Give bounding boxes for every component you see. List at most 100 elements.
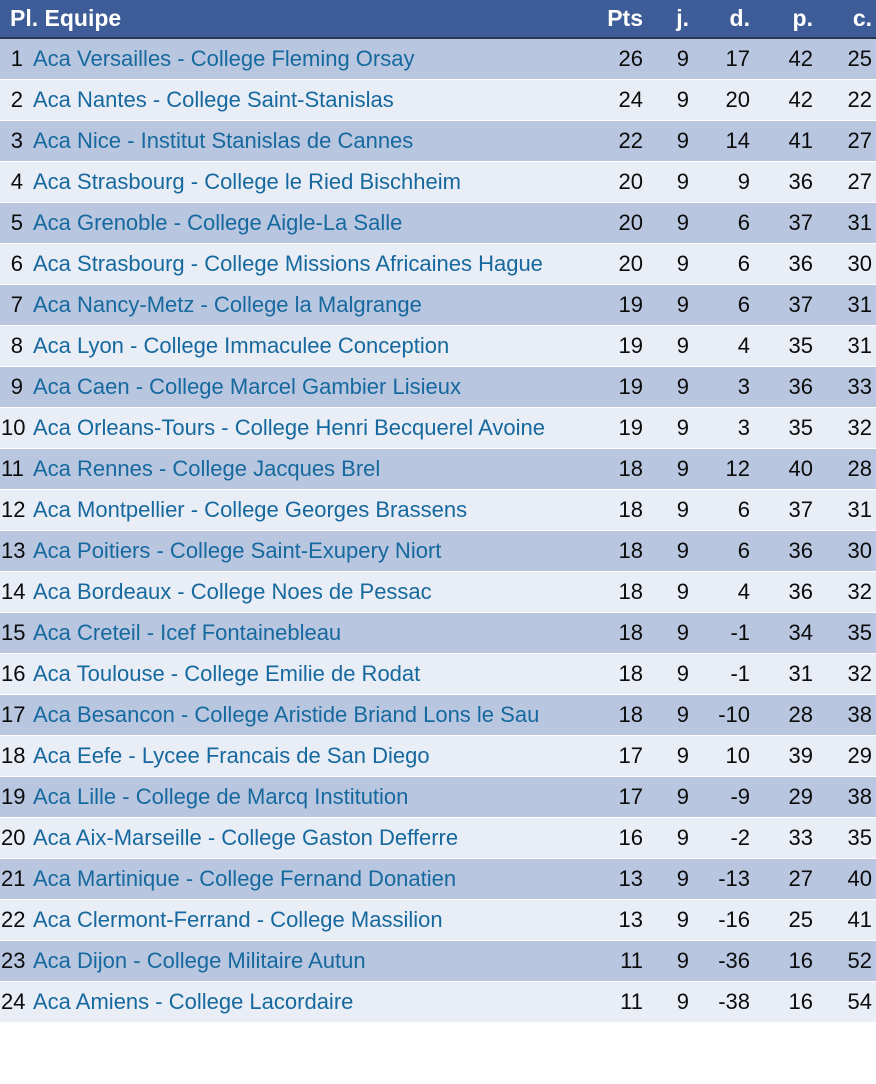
table-row: 9 Aca Caen - College Marcel Gambier Lisi… [0,366,876,408]
position: 22 [0,899,28,941]
team-link[interactable]: Aca Creteil - Icef Fontainebleau [33,620,342,645]
team-cell: Aca Rennes - College Jacques Brel [28,448,585,490]
goals-for-cell: 36 [750,366,813,408]
points-cell: 19 [585,325,643,367]
team-link[interactable]: Aca Caen - College Marcel Gambier Lisieu… [33,374,461,399]
team-link[interactable]: Aca Clermont-Ferrand - College Massilion [33,907,443,932]
header-points: Pts [585,0,643,39]
points-cell: 18 [585,448,643,490]
table-row: 19 Aca Lille - College de Marcq Institut… [0,776,876,818]
table-row: 10 Aca Orleans-Tours - College Henri Bec… [0,407,876,449]
goal-diff-cell: 9 [689,161,750,203]
table-row: 5 Aca Grenoble - College Aigle-La Salle … [0,202,876,244]
goals-against-cell: 22 [813,79,876,121]
position: 24 [0,981,28,1022]
team-link[interactable]: Aca Nantes - College Saint-Stanislas [33,87,394,112]
played-cell: 9 [643,571,689,613]
points-cell: 19 [585,407,643,449]
team-cell: Aca Creteil - Icef Fontainebleau [28,612,585,654]
team-link[interactable]: Aca Strasbourg - College le Ried Bischhe… [33,169,461,194]
team-link[interactable]: Aca Lyon - College Immaculee Conception [33,333,450,358]
position: 18 [0,735,28,777]
table-row: 4 Aca Strasbourg - College le Ried Bisch… [0,161,876,203]
goals-for-cell: 36 [750,571,813,613]
team-link[interactable]: Aca Poitiers - College Saint-Exupery Nio… [33,538,442,563]
position: 16 [0,653,28,695]
points-cell: 17 [585,776,643,818]
points-cell: 18 [585,489,643,531]
team-cell: Aca Eefe - Lycee Francais de San Diego [28,735,585,777]
goals-for-cell: 36 [750,161,813,203]
team-link[interactable]: Aca Bordeaux - College Noes de Pessac [33,579,432,604]
goals-against-cell: 31 [813,325,876,367]
team-cell: Aca Strasbourg - College Missions Africa… [28,243,585,285]
team-link[interactable]: Aca Aix-Marseille - College Gaston Deffe… [33,825,459,850]
points-cell: 18 [585,571,643,613]
table-row: 8 Aca Lyon - College Immaculee Conceptio… [0,325,876,367]
team-link[interactable]: Aca Amiens - College Lacordaire [33,989,354,1014]
team-link[interactable]: Aca Versailles - College Fleming Orsay [33,46,415,71]
team-link[interactable]: Aca Lille - College de Marcq Institution [33,784,409,809]
team-cell: Aca Martinique - College Fernand Donatie… [28,858,585,900]
goals-for-cell: 42 [750,38,813,80]
goals-against-cell: 25 [813,38,876,80]
team-cell: Aca Clermont-Ferrand - College Massilion [28,899,585,941]
played-cell: 9 [643,448,689,490]
points-cell: 18 [585,612,643,654]
played-cell: 9 [643,817,689,859]
points-cell: 20 [585,202,643,244]
points-cell: 17 [585,735,643,777]
goals-for-cell: 37 [750,489,813,531]
team-cell: Aca Grenoble - College Aigle-La Salle [28,202,585,244]
team-cell: Aca Besancon - College Aristide Briand L… [28,694,585,736]
points-cell: 19 [585,284,643,326]
team-cell: Aca Poitiers - College Saint-Exupery Nio… [28,530,585,572]
goal-diff-cell: -36 [689,940,750,982]
points-cell: 13 [585,899,643,941]
team-link[interactable]: Aca Montpellier - College Georges Brasse… [33,497,468,522]
points-cell: 18 [585,530,643,572]
position: 9 [0,366,28,408]
team-link[interactable]: Aca Toulouse - College Emilie de Rodat [33,661,421,686]
team-link[interactable]: Aca Nice - Institut Stanislas de Cannes [33,128,414,153]
points-cell: 24 [585,79,643,121]
team-link[interactable]: Aca Grenoble - College Aigle-La Salle [33,210,403,235]
team-link[interactable]: Aca Besancon - College Aristide Briand L… [33,702,540,727]
goals-against-cell: 31 [813,489,876,531]
goal-diff-cell: -38 [689,981,750,1022]
points-cell: 20 [585,243,643,285]
goals-against-cell: 30 [813,243,876,285]
team-cell: Aca Nancy-Metz - College la Malgrange [28,284,585,326]
position: 23 [0,940,28,982]
played-cell: 9 [643,38,689,80]
position: 7 [0,284,28,326]
team-link[interactable]: Aca Martinique - College Fernand Donatie… [33,866,457,891]
position: 3 [0,120,28,162]
team-cell: Aca Nantes - College Saint-Stanislas [28,79,585,121]
team-link[interactable]: Aca Eefe - Lycee Francais de San Diego [33,743,430,768]
played-cell: 9 [643,653,689,695]
team-link[interactable]: Aca Orleans-Tours - College Henri Becque… [33,415,545,440]
goal-diff-cell: 6 [689,530,750,572]
team-link[interactable]: Aca Strasbourg - College Missions Africa… [33,251,543,276]
goals-for-cell: 37 [750,284,813,326]
position: 5 [0,202,28,244]
team-cell: Aca Versailles - College Fleming Orsay [28,38,585,80]
goals-against-cell: 41 [813,899,876,941]
goals-for-cell: 31 [750,653,813,695]
played-cell: 9 [643,325,689,367]
team-link[interactable]: Aca Nancy-Metz - College la Malgrange [33,292,422,317]
position: 17 [0,694,28,736]
goal-diff-cell: 6 [689,489,750,531]
team-link[interactable]: Aca Dijon - College Militaire Autun [33,948,366,973]
table-row: 17 Aca Besancon - College Aristide Brian… [0,694,876,736]
played-cell: 9 [643,202,689,244]
goals-against-cell: 35 [813,817,876,859]
table-row: 13 Aca Poitiers - College Saint-Exupery … [0,530,876,572]
team-link[interactable]: Aca Rennes - College Jacques Brel [33,456,381,481]
goals-for-cell: 27 [750,858,813,900]
goals-for-cell: 25 [750,899,813,941]
goal-diff-cell: 6 [689,202,750,244]
position: 8 [0,325,28,367]
table-row: 16 Aca Toulouse - College Emilie de Roda… [0,653,876,695]
